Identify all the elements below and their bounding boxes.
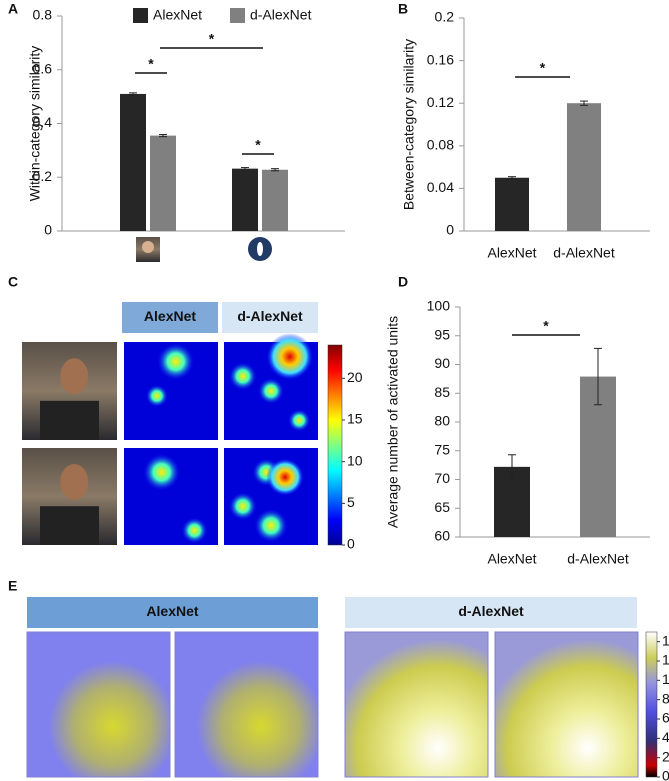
- heatmap: [26, 631, 171, 778]
- colorbar-tick-label: 12: [662, 652, 669, 668]
- y-tick-label: 0: [446, 222, 454, 238]
- y-tick-label: 0.4: [33, 114, 53, 130]
- significance-mark: *: [148, 56, 154, 72]
- significance-mark: *: [543, 318, 549, 334]
- heatmap-hotspot: [181, 517, 208, 544]
- heatmap: [344, 631, 489, 778]
- legend-swatch: [133, 8, 148, 23]
- x-tick-label: d-AlexNet: [567, 551, 629, 567]
- y-tick-label: 60: [434, 528, 450, 544]
- photo-face: [60, 358, 89, 395]
- significance-mark: *: [540, 60, 546, 76]
- y-tick-label: 100: [427, 298, 451, 314]
- colorbar-tick-label: 5: [347, 494, 355, 510]
- y-tick-label: 0.16: [427, 51, 454, 67]
- bar: [495, 177, 529, 231]
- legend-label: d-AlexNet: [250, 7, 312, 23]
- colorbar-tick-label: 14: [662, 632, 669, 648]
- heatmap: [494, 631, 639, 778]
- colorbar-tick-label: 6: [662, 710, 669, 726]
- panel-label: C: [8, 274, 18, 290]
- column-header: [345, 597, 637, 628]
- y-axis-label: Average number of activated units: [385, 316, 401, 528]
- bar: [262, 169, 288, 231]
- x-tick-label: AlexNet: [487, 245, 536, 261]
- heatmap-hotspot: [257, 377, 285, 405]
- colorbar-tick-label: 10: [347, 452, 363, 468]
- colorbar-tick-label: 0: [662, 768, 669, 781]
- colorbar: [645, 631, 658, 778]
- colorbar-tick-label: 10: [662, 671, 669, 687]
- heatmap-hotspot: [254, 508, 288, 543]
- bar: [567, 103, 601, 231]
- legend-swatch: [230, 8, 245, 23]
- panel-label: E: [8, 578, 17, 594]
- colorbar-tick-label: 0: [347, 536, 355, 552]
- y-axis-label: Between-category similarity: [401, 39, 417, 210]
- photo-suit: [40, 400, 99, 440]
- x-tick-label: AlexNet: [487, 551, 536, 567]
- y-axis-label: Within-category similarity: [27, 46, 43, 202]
- column-header: [122, 302, 218, 333]
- photo-face: [60, 463, 89, 500]
- heatmap-hotspot: [142, 453, 181, 492]
- column-header: [27, 597, 318, 628]
- y-tick-label: 70: [434, 470, 450, 486]
- y-tick-label: 75: [434, 441, 450, 457]
- panel-label: A: [8, 1, 18, 17]
- heatmap-hotspot: [228, 492, 257, 521]
- y-tick-label: 95: [434, 326, 450, 342]
- y-tick-label: 0.04: [427, 179, 454, 195]
- y-tick-label: 90: [434, 355, 450, 371]
- y-tick-label: 0.8: [33, 7, 53, 23]
- colorbar-tick-label: 20: [347, 369, 363, 385]
- heatmap-hotspot: [266, 458, 304, 496]
- y-tick-label: 65: [434, 499, 450, 515]
- column-header-label: d-AlexNet: [237, 308, 303, 324]
- heatmap: [174, 631, 319, 778]
- colorbar: [327, 344, 343, 546]
- heatmap-hotspot: [228, 362, 257, 391]
- y-tick-label: 0.12: [427, 94, 454, 110]
- significance-mark: *: [255, 137, 261, 153]
- photo-suit: [40, 506, 99, 545]
- column-header: [222, 302, 318, 333]
- panel-label: B: [398, 1, 408, 17]
- heatmap-hotspot: [145, 384, 169, 408]
- column-header-label: d-AlexNet: [458, 603, 524, 619]
- panel-label: D: [398, 274, 408, 290]
- column-header-label: AlexNet: [146, 603, 198, 619]
- colorbar-tick-label: 15: [347, 411, 363, 427]
- bar: [120, 93, 146, 231]
- significance-mark: *: [209, 31, 215, 47]
- colorbar-tick-label: 4: [662, 729, 669, 745]
- legend-label: AlexNet: [153, 7, 202, 23]
- colorbar-tick-label: 2: [662, 748, 669, 764]
- y-tick-label: 85: [434, 384, 450, 400]
- y-tick-label: 0.08: [427, 137, 454, 153]
- x-tick-label: d-AlexNet: [553, 245, 615, 261]
- bowling-pin: [257, 242, 263, 256]
- heatmap-hotspot: [287, 409, 311, 432]
- heatmap-hotspot: [156, 342, 195, 381]
- colorbar-tick-label: 8: [662, 690, 669, 706]
- column-header-label: AlexNet: [144, 308, 196, 324]
- y-tick-label: 0.2: [435, 9, 455, 25]
- y-tick-label: 0: [44, 222, 52, 238]
- y-tick-label: 0.6: [33, 60, 53, 76]
- y-tick-label: 80: [434, 413, 450, 429]
- bar: [150, 135, 176, 231]
- y-tick-label: 0.2: [33, 168, 53, 184]
- heatmap-hotspot: [266, 333, 314, 381]
- face-icon-head: [142, 241, 154, 253]
- bar: [232, 168, 258, 231]
